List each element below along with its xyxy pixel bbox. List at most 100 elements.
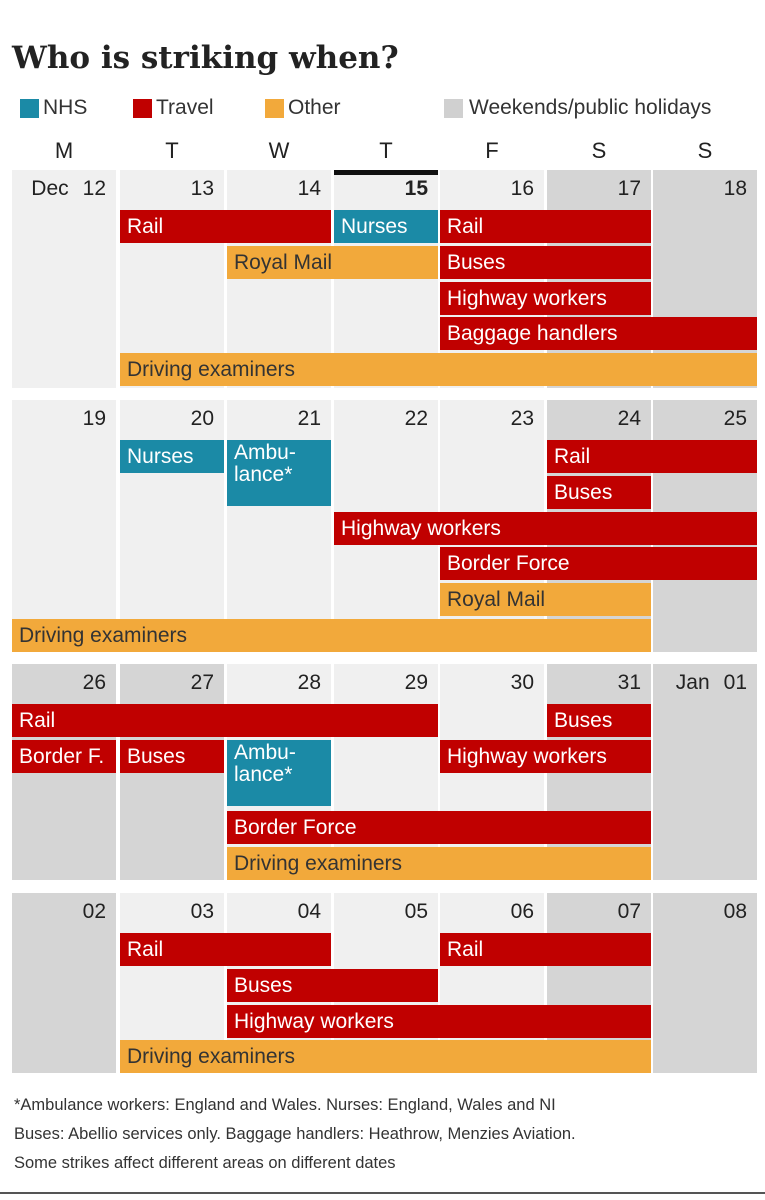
day-cell: 14 (227, 170, 331, 388)
legend-item-weekends: Weekends/public holidays (444, 93, 711, 123)
day-number-text: 08 (723, 900, 747, 923)
day-cell: Jan 01 (653, 664, 757, 880)
day-number: 06 (511, 900, 534, 924)
legend-label-other: Other (288, 96, 341, 119)
day-number: 04 (298, 900, 321, 924)
chart-title: Who is striking when? (12, 40, 399, 76)
strike-bar-highway-workers: Highway workers (227, 1004, 651, 1038)
day-number: 27 (191, 671, 214, 695)
day-number: Jan 01 (676, 671, 747, 695)
day-cell: 08 (653, 893, 757, 1073)
day-number: 28 (298, 671, 321, 695)
day-number-text: 02 (82, 900, 106, 923)
strike-bar-ambu-lance: Ambu-lance* (227, 739, 331, 806)
day-number-text: 29 (404, 671, 428, 694)
strike-bar-border-force: Border Force (440, 547, 757, 581)
day-cell: Dec 12 (12, 170, 116, 388)
day-number: 07 (618, 900, 641, 924)
strike-bar-buses: Buses (547, 704, 651, 737)
day-number: 14 (298, 177, 321, 201)
strike-bar-rail: Rail (440, 933, 651, 966)
day-number: 22 (405, 407, 428, 431)
strike-bar-driving-examiners: Driving examiners (227, 847, 651, 881)
day-header: M (54, 138, 74, 163)
month-label: Dec (31, 177, 69, 200)
day-number-text: 12 (82, 177, 106, 200)
legend-label-travel: Travel (156, 96, 214, 119)
strike-bar-highway-workers: Highway workers (440, 739, 651, 773)
day-number: 23 (511, 407, 534, 431)
day-header: T (165, 138, 179, 163)
day-number-text: 22 (404, 407, 428, 430)
day-number-text: 15 (404, 177, 428, 200)
strike-bar-nurses: Nurses (334, 210, 438, 243)
day-cell: 19 (12, 400, 116, 652)
legend-swatch-other (265, 98, 284, 118)
strike-bar-driving-examiners: Driving examiners (120, 1040, 651, 1074)
day-number-text: 19 (82, 407, 106, 430)
footnote-ambulance: *Ambulance workers: England and Wales. N… (14, 1096, 556, 1114)
day-number: 02 (83, 900, 106, 924)
day-number-text: 03 (190, 900, 214, 923)
day-header: W (268, 138, 290, 163)
day-number: 31 (618, 671, 641, 695)
strike-bar-rail: Rail (12, 704, 438, 737)
footnote-buses: Buses: Abellio services only. Baggage ha… (14, 1125, 576, 1143)
day-cell: 13 (120, 170, 224, 388)
day-number: 03 (191, 900, 214, 924)
day-number-text: 21 (297, 407, 321, 430)
month-label: Jan (675, 671, 710, 694)
strike-bar-baggage-handlers: Baggage handlers (440, 317, 757, 351)
strike-bar-buses: Buses (227, 968, 438, 1002)
day-number: 29 (405, 671, 428, 695)
legend-item-travel: Travel (133, 93, 214, 123)
day-number: 15 (405, 177, 428, 201)
day-number: Dec 12 (31, 177, 106, 201)
day-number-text: 05 (404, 900, 428, 923)
strike-bar-buses: Buses (440, 245, 651, 279)
day-number-text: 30 (510, 671, 534, 694)
day-number: 13 (191, 177, 214, 201)
strike-bar-highway-workers: Highway workers (334, 511, 757, 545)
strike-bar-rail: Rail (440, 210, 651, 243)
day-number: 26 (83, 671, 106, 695)
day-number-text: 24 (617, 407, 641, 430)
strike-bar-royal-mail: Royal Mail (440, 583, 651, 617)
day-number: 19 (83, 407, 106, 431)
legend-item-nhs: NHS (20, 93, 87, 123)
day-number: 17 (618, 177, 641, 201)
strike-bar-ambu-lance: Ambu-lance* (227, 440, 331, 506)
bottom-rule (0, 1192, 765, 1194)
legend-label-weekends: Weekends/public holidays (469, 96, 712, 119)
day-number-text: 27 (190, 671, 214, 694)
strike-bar-rail: Rail (120, 933, 331, 966)
strike-bar-border-f: Border F. (12, 739, 116, 773)
day-number-text: 28 (297, 671, 321, 694)
day-number-text: 06 (510, 900, 534, 923)
day-number-text: 04 (297, 900, 321, 923)
day-cell: 20 (120, 400, 224, 652)
day-number-text: 18 (723, 177, 747, 200)
day-number-text: 07 (617, 900, 641, 923)
day-number-text: 14 (297, 177, 321, 200)
day-cell: 02 (12, 893, 116, 1073)
strike-bar-royal-mail: Royal Mail (227, 245, 438, 279)
strike-bar-nurses: Nurses (120, 440, 224, 473)
day-number-text: 16 (510, 177, 534, 200)
day-number: 20 (191, 407, 214, 431)
footnote-areas: Some strikes affect different areas on d… (14, 1154, 396, 1172)
strike-bar-rail: Rail (120, 210, 331, 243)
day-cell: 16 (440, 170, 544, 388)
legend-swatch-travel (133, 98, 152, 118)
legend-swatch-weekends (444, 98, 463, 118)
legend-swatch-nhs (20, 98, 39, 118)
day-number: 30 (511, 671, 534, 695)
day-number: 08 (724, 900, 747, 924)
day-number-text: 23 (510, 407, 534, 430)
today-marker (334, 170, 438, 175)
legend-item-other: Other (265, 93, 341, 123)
legend-label-nhs: NHS (43, 96, 88, 119)
day-cell: 15 (334, 170, 438, 388)
day-cell: 18 (653, 170, 757, 388)
day-header: S (697, 138, 713, 163)
